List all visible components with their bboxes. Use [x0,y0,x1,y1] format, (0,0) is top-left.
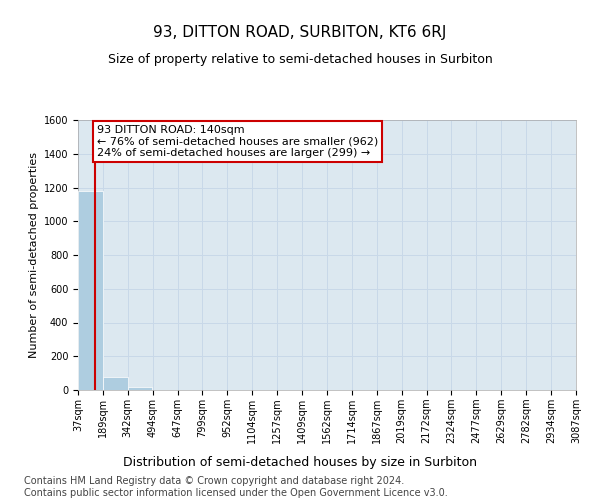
Bar [103,376,128,390]
Text: Size of property relative to semi-detached houses in Surbiton: Size of property relative to semi-detach… [107,52,493,66]
Bar [78,191,103,390]
Text: Contains public sector information licensed under the Open Government Licence v3: Contains public sector information licen… [24,488,448,498]
Text: Distribution of semi-detached houses by size in Surbiton: Distribution of semi-detached houses by … [123,456,477,469]
Bar [128,386,152,390]
Y-axis label: Number of semi-detached properties: Number of semi-detached properties [29,152,40,358]
Text: 93 DITTON ROAD: 140sqm
← 76% of semi-detached houses are smaller (962)
24% of se: 93 DITTON ROAD: 140sqm ← 76% of semi-det… [97,125,379,158]
Text: Contains HM Land Registry data © Crown copyright and database right 2024.: Contains HM Land Registry data © Crown c… [24,476,404,486]
Text: 93, DITTON ROAD, SURBITON, KT6 6RJ: 93, DITTON ROAD, SURBITON, KT6 6RJ [154,25,446,40]
